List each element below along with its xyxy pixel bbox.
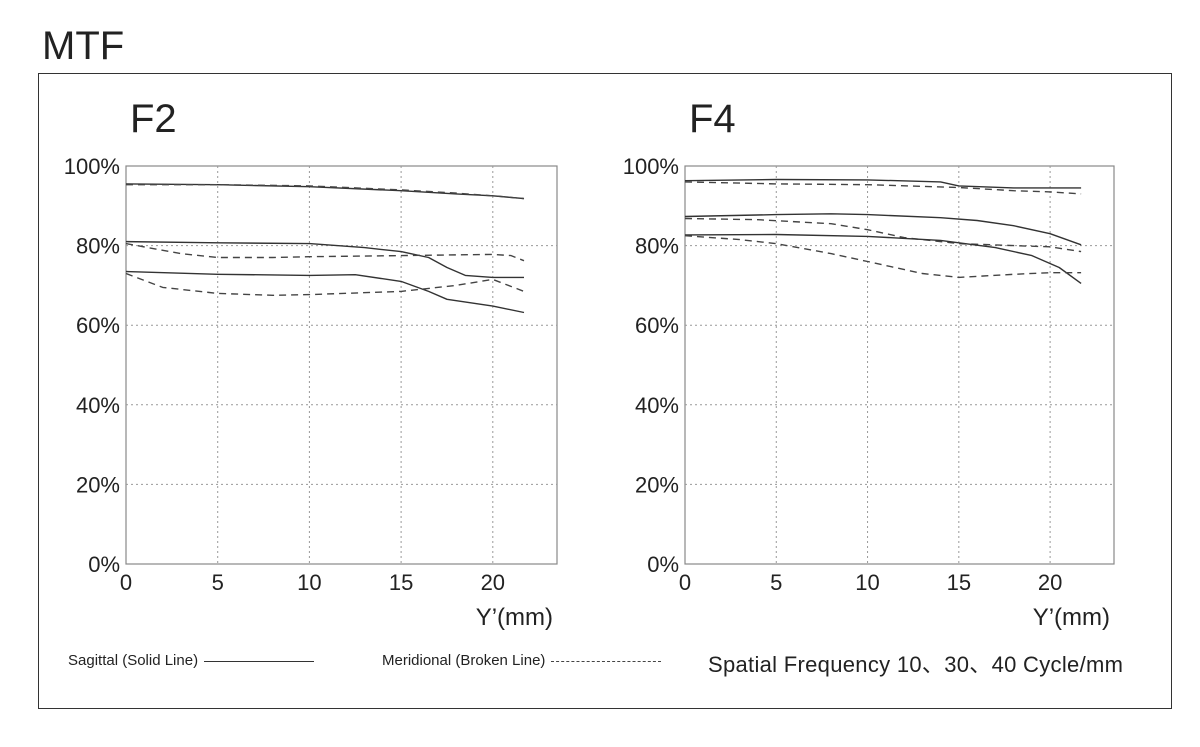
series-line-sagittal-30 [684,213,1082,246]
x-tick-label: 20 [1038,570,1062,595]
y-tick-label: 100% [64,154,120,179]
series-line-sagittal-40 [125,270,525,314]
y-tick-label: 0% [88,552,120,577]
y-tick-label: 0% [647,552,679,577]
chart-title: F2 [130,97,177,141]
y-tick-label: 40% [635,393,679,418]
y-tick-label: 20% [76,472,120,497]
series-line-sagittal-30 [125,240,524,279]
page-title: MTF [42,24,125,68]
x-tick-label: 5 [212,570,224,595]
x-tick-label: 20 [481,570,505,595]
legend-meridional: Meridional (Broken Line) [382,652,662,669]
x-axis-label: Y’(mm) [1033,604,1110,631]
y-tick-label: 100% [623,154,679,179]
x-tick-label: 0 [679,570,691,595]
chart-f2: 0% 20% 40% 60% 80% 100% 0 5 10 15 20 F2 Y’(mm) [64,97,558,631]
chart-frame [38,73,1172,709]
chart-f4: 0% 20% 40% 60% 80% 100% 0 5 10 15 20 F4 Y’(mm) [623,97,1115,631]
legend-broken-line-sample [551,660,662,662]
x-tick-label: 5 [770,570,782,595]
legend-meridional-label: Meridional (Broken Line) [382,652,546,669]
x-tick-label: 10 [297,570,321,595]
plot-area-border [684,165,1115,565]
legend-solid-line-sample [204,660,315,662]
chart-title: F4 [689,97,736,141]
x-tick-label: 0 [120,570,132,595]
series-line-meridional-40 [684,235,1082,279]
y-tick-label: 40% [76,393,120,418]
legend-frequency: Spatial Frequency 10、30、40 Cycle/mm [708,647,1123,679]
legend-frequency-label: Spatial Frequency 10、30、40 Cycle/mm [708,652,1124,677]
y-tick-label: 80% [635,234,679,259]
y-tick-label: 80% [76,234,120,259]
x-tick-label: 15 [389,570,413,595]
y-tick-label: 20% [635,472,679,497]
x-tick-label: 15 [947,570,971,595]
legend-sagittal-label: Sagittal (Solid Line) [68,652,199,669]
y-tick-label: 60% [635,313,679,338]
y-tick-label: 60% [76,313,120,338]
series-line-sagittal-40 [684,233,1082,284]
plot-area-border [125,165,558,565]
x-axis-label: Y’(mm) [476,604,553,631]
series-line-sagittal-10 [125,183,525,200]
series-line-meridional-10 [684,181,1082,195]
series-line-meridional-30 [684,217,1082,253]
series-line-meridional-30 [125,242,525,262]
legend-sagittal: Sagittal (Solid Line) [68,652,315,669]
series-line-meridional-40 [125,272,525,296]
x-tick-label: 10 [855,570,879,595]
series-line-sagittal-10 [684,178,1082,189]
